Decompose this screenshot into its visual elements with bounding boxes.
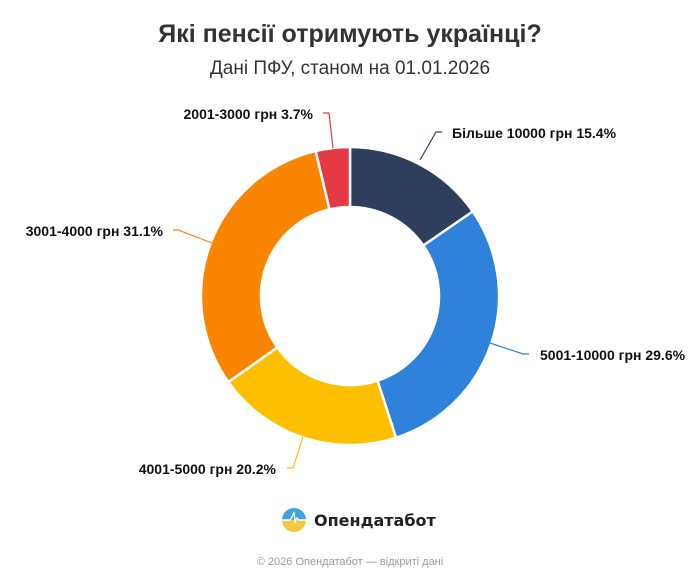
brand-name: Опендатабот [314,510,436,530]
chart-subtitle: Дані ПФУ, станом на 01.01.2026 [209,58,491,79]
chart-title: Які пенсії отримують українці? [158,20,542,48]
donut-segments [199,145,501,447]
donut-segment-4 [314,145,352,211]
leader-line-2 [287,436,304,469]
donut-segment-3 [199,149,331,384]
data-label-2: 4001-5000 грн 20.2% [139,461,277,477]
leader-line-4 [323,112,334,149]
footer-text: © 2026 Опендатабот — відкриті дані [256,556,444,568]
brand: Опендатабот [282,507,436,533]
leader-line-1 [489,342,529,355]
leader-line-3 [173,229,213,244]
data-label-3: 3001-4000 грн 31.1% [26,223,164,239]
leader-lines [173,112,529,469]
data-label-1: 5001-10000 грн 29.6% [540,347,686,363]
opendatabot-logo-icon [282,508,306,532]
data-label-0: Більше 10000 грн 15.4% [452,125,617,141]
leader-line-0 [419,131,442,161]
data-label-4: 2001-3000 грн 3.7% [184,106,314,122]
donut-segment-1 [376,210,501,439]
